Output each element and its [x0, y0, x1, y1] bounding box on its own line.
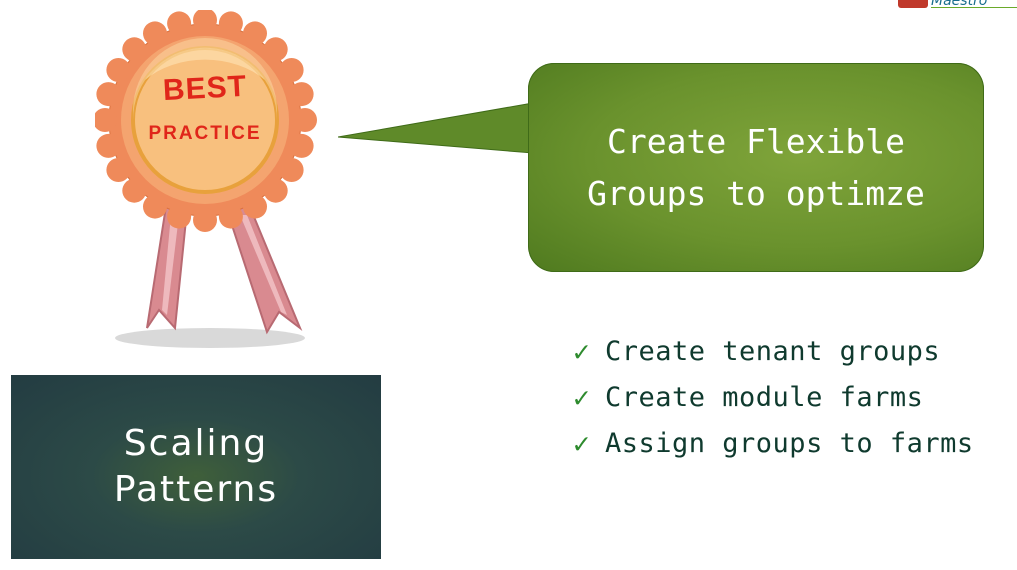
badge-line-best: BEST: [162, 69, 248, 108]
checklist: ✓ Create tenant groups ✓ Create module f…: [573, 328, 974, 466]
check-icon: ✓: [573, 380, 591, 414]
best-practice-badge: BEST PRACTICE: [95, 10, 325, 350]
scaling-patterns-box: Scaling Patterns: [11, 375, 381, 559]
list-item-text: Assign groups to farms: [605, 427, 974, 459]
logo-text: Maestro: [931, 0, 1017, 8]
brand-logo: Maestro: [898, 0, 1017, 8]
list-item: ✓ Create tenant groups: [573, 328, 974, 374]
list-item: ✓ Assign groups to farms: [573, 420, 974, 466]
list-item-text: Create module farms: [605, 381, 924, 413]
badge-graphic: [95, 10, 317, 348]
badge-line-practice: PRACTICE: [148, 123, 262, 144]
logo-mark: [898, 0, 928, 8]
list-item-text: Create tenant groups: [605, 335, 941, 367]
list-item: ✓ Create module farms: [573, 374, 974, 420]
check-icon: ✓: [573, 426, 591, 460]
check-icon: ✓: [573, 334, 591, 368]
scaling-patterns-title: Scaling Patterns: [113, 423, 279, 510]
speech-bubble-tail: [338, 102, 534, 154]
speech-bubble: Create Flexible Groups to optimze: [528, 63, 984, 272]
bubble-heading: Create Flexible Groups to optimze: [587, 121, 925, 213]
